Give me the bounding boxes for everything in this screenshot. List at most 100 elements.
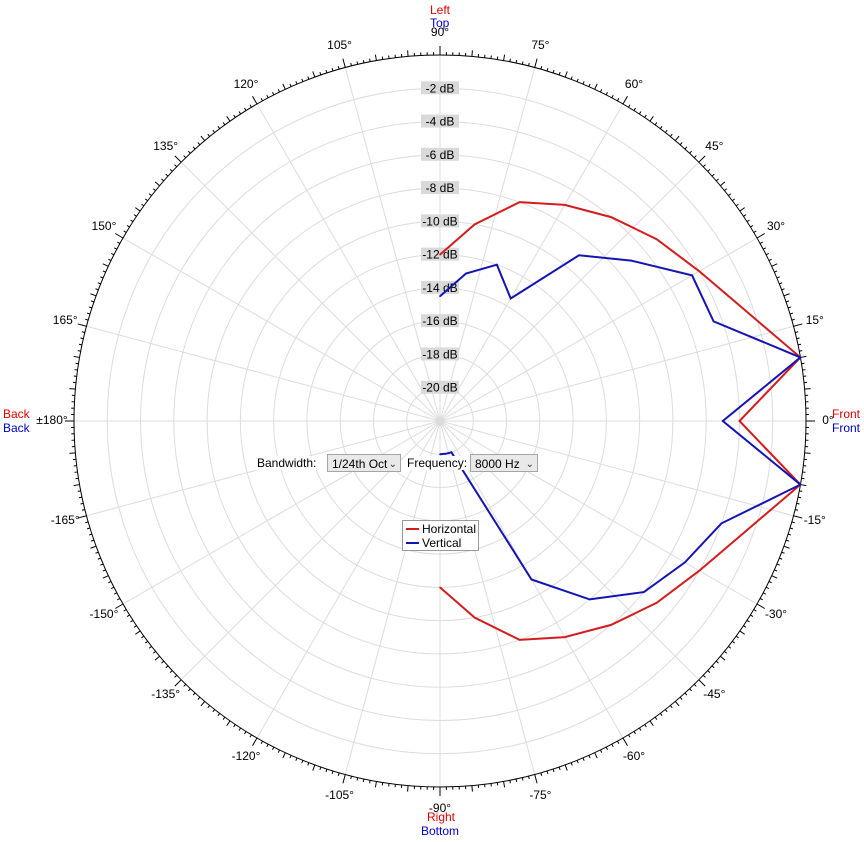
- angle-label: -165°: [50, 513, 80, 528]
- data-point-horizontal: [698, 270, 701, 273]
- tick-mark: [552, 768, 555, 773]
- tick-mark: [342, 58, 346, 68]
- tick-mark: [212, 709, 216, 713]
- tick-mark: [117, 241, 121, 244]
- grid-spoke: [122, 237, 441, 422]
- tick-mark: [165, 665, 169, 669]
- angle-label: -135°: [151, 687, 181, 702]
- angle-label: -15°: [803, 513, 826, 528]
- tick-mark: [753, 230, 757, 233]
- data-point-vertical: [691, 274, 693, 277]
- angle-label: -45°: [703, 687, 726, 702]
- tick-mark: [325, 69, 328, 74]
- tick-mark: [200, 701, 206, 707]
- tick-mark: [724, 650, 728, 654]
- tick-mark: [750, 614, 754, 617]
- tick-mark: [552, 69, 555, 74]
- tick-mark: [110, 253, 115, 256]
- data-point-horizontal: [439, 586, 441, 589]
- tick-mark: [197, 142, 201, 146]
- tick-mark: [693, 683, 697, 687]
- data-point-vertical: [530, 578, 533, 581]
- tick-mark: [238, 111, 242, 115]
- tick-mark: [787, 533, 792, 536]
- data-point-vertical: [722, 420, 724, 422]
- tick-mark: [720, 655, 726, 661]
- tick-mark: [233, 724, 236, 728]
- legend-item-horizontal: Horizontal: [406, 523, 476, 536]
- tick-mark: [133, 214, 137, 217]
- tick-mark: [207, 705, 211, 709]
- tick-mark: [654, 122, 658, 126]
- radial-tick-bg: [421, 347, 459, 361]
- tick-mark: [564, 71, 568, 78]
- tick-mark: [570, 76, 573, 80]
- tick-mark: [108, 580, 112, 584]
- radial-tick-label: -2 dB: [426, 81, 455, 95]
- tick-mark: [331, 67, 334, 72]
- direction-top-h: Left: [430, 3, 451, 17]
- frequency-select[interactable]: 8000 Hz ⌄: [470, 454, 538, 472]
- radial-tick: -18 dB: [421, 347, 459, 361]
- tick-mark: [693, 155, 697, 159]
- tick-mark: [558, 71, 561, 76]
- data-point-vertical: [509, 297, 512, 300]
- tick-mark: [244, 731, 247, 735]
- tick-mark: [628, 104, 631, 108]
- tick-mark: [605, 746, 608, 751]
- tick-mark: [145, 198, 149, 202]
- tick-mark: [698, 679, 706, 687]
- tick-mark: [95, 288, 99, 291]
- angle-label: -75°: [529, 787, 552, 802]
- bandwidth-select[interactable]: 1/24th Oct ⌄: [327, 454, 401, 472]
- tick-mark: [282, 83, 286, 90]
- chevron-down-icon: ⌄: [388, 459, 397, 470]
- tick-mark: [776, 563, 780, 566]
- radial-tick-label: -14 dB: [422, 281, 457, 295]
- direction-front-v: Front: [832, 421, 861, 435]
- tick-mark: [684, 692, 688, 696]
- tick-mark: [804, 388, 811, 390]
- tick-mark: [266, 94, 269, 99]
- direction-back-h: Back: [3, 407, 30, 421]
- grid-spoke: [439, 420, 536, 775]
- tick-mark: [546, 770, 549, 775]
- data-point-horizontal: [610, 624, 612, 626]
- tick-mark: [515, 59, 518, 64]
- angle-label: 15°: [805, 312, 824, 327]
- grid-spoke: [439, 161, 700, 422]
- radial-tick-label: -6 dB: [426, 148, 455, 162]
- grid-spoke: [122, 420, 441, 605]
- tick-mark: [90, 539, 95, 542]
- tick-mark: [77, 323, 87, 327]
- tick-mark: [796, 502, 800, 505]
- tick-mark: [192, 692, 196, 696]
- tick-mark: [86, 527, 91, 530]
- tick-mark: [515, 778, 518, 783]
- legend-swatch-horizontal: [406, 527, 419, 530]
- tick-mark: [582, 81, 585, 85]
- legend-swatch-vertical: [406, 541, 419, 544]
- tick-mark: [266, 743, 269, 748]
- data-point-horizontal: [655, 238, 658, 241]
- tick-mark: [69, 388, 76, 390]
- tick-mark: [771, 575, 778, 579]
- tick-mark: [222, 122, 226, 126]
- data-point-horizontal: [518, 639, 521, 641]
- radial-tick-bg: [421, 380, 459, 394]
- tick-mark: [77, 515, 87, 519]
- chevron-down-icon: ⌄: [525, 459, 534, 470]
- tick-mark: [197, 696, 201, 700]
- tick-mark: [325, 768, 328, 773]
- tick-mark: [289, 755, 292, 759]
- tick-mark: [799, 490, 803, 492]
- tick-mark: [707, 670, 711, 674]
- data-point-vertical: [439, 295, 441, 298]
- tick-mark: [679, 696, 683, 700]
- tick-mark: [200, 135, 206, 141]
- tick-mark: [249, 104, 252, 108]
- radial-tick: -10 dB: [421, 214, 459, 228]
- tick-mark: [362, 59, 365, 64]
- tick-mark: [617, 740, 620, 744]
- data-point-horizontal: [738, 420, 741, 422]
